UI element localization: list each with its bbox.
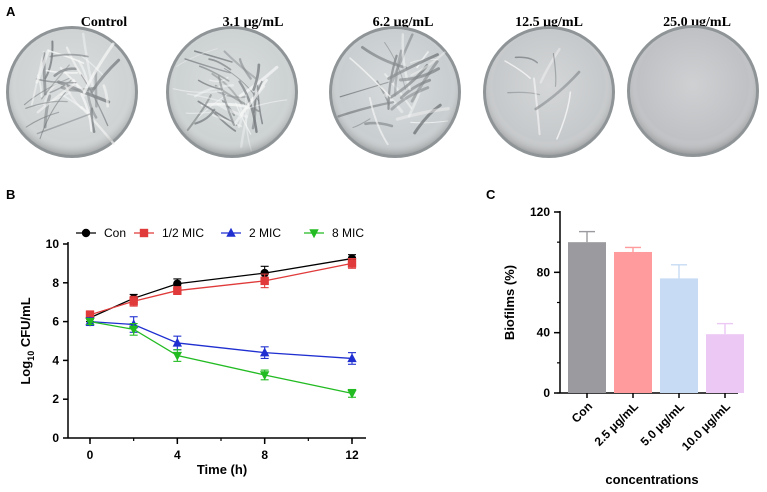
- y-tick-label: 80: [537, 265, 551, 279]
- x-axis-title: concentrations: [605, 472, 698, 487]
- plate-shading: [9, 29, 135, 155]
- series-8-mic: [85, 317, 357, 399]
- data-point: [85, 317, 95, 327]
- data-point: [260, 268, 269, 278]
- series-line: [89, 320, 353, 360]
- category-label: 5.0 μg/mL: [638, 399, 688, 449]
- legend-marker: [309, 229, 319, 239]
- data-point: [128, 325, 139, 335]
- y-tick-label: 0: [543, 386, 550, 400]
- x-tick-label: 12: [345, 448, 359, 462]
- y-tick-label: 4: [52, 353, 59, 367]
- series-con: [85, 254, 357, 323]
- panel-c-letter: C: [486, 187, 496, 202]
- bar-1: [614, 251, 652, 393]
- plate-label-25-0: 25.0 μg/mL: [663, 15, 731, 30]
- panel-a-letter: A: [6, 4, 16, 19]
- y-tick-label: 40: [537, 326, 551, 340]
- plate-label-6-2: 6.2 μg/mL: [372, 15, 434, 30]
- petri-plates: [6, 25, 759, 158]
- series-line: [89, 320, 353, 395]
- category-label: Con: [569, 399, 595, 425]
- series-2-mic: [85, 316, 357, 365]
- data-point: [260, 276, 269, 286]
- category-label: 10.0 μg/mL: [679, 399, 733, 453]
- series-line: [89, 262, 353, 316]
- plate-label-control: Control: [80, 15, 128, 30]
- legend-marker: [139, 228, 149, 238]
- series-1-2-mic: [85, 257, 357, 320]
- petri-plate-0: [6, 26, 138, 158]
- y-tick-label: 8: [52, 276, 59, 290]
- data-point: [172, 337, 183, 347]
- x-tick-label: 4: [174, 448, 181, 462]
- bar-0: [568, 242, 606, 393]
- plate-shading: [169, 29, 295, 155]
- legend-label: 8 MIC: [332, 226, 364, 240]
- petri-plate-1: [166, 26, 298, 158]
- plate-label-12-5: 12.5 μg/mL: [515, 15, 583, 30]
- legend-label: 2 MIC: [249, 226, 281, 240]
- data-point: [85, 310, 95, 320]
- legend-label: 1/2 MIC: [162, 226, 204, 240]
- data-point: [172, 351, 183, 361]
- data-point: [347, 353, 357, 363]
- y-axis-title-main: Log: [18, 361, 33, 385]
- legend-label: Con: [104, 226, 126, 240]
- y-axis-title: Log10 CFU/mL: [18, 297, 36, 384]
- data-point: [173, 279, 182, 288]
- y-tick-label: 10: [46, 237, 60, 251]
- y-axis-title-rest: CFU/mL: [18, 297, 33, 351]
- data-point: [129, 297, 138, 306]
- x-axis-title: Time (h): [197, 462, 247, 477]
- data-point: [173, 286, 182, 295]
- x-tick-label: 8: [261, 448, 268, 462]
- category-label: 2.5 μg/mL: [592, 399, 642, 449]
- bar-3: [706, 334, 744, 393]
- plate-shading: [630, 28, 756, 154]
- plate-shading: [332, 29, 458, 155]
- x-tick-label: 0: [87, 448, 94, 462]
- bar-2: [660, 278, 698, 393]
- data-point: [347, 389, 357, 399]
- data-point: [259, 371, 270, 381]
- petri-plate-2: [329, 26, 461, 158]
- series-line: [89, 257, 353, 319]
- legend: Con 1/2 MIC 2 MIC 8 MIC: [76, 226, 364, 240]
- data-point: [259, 347, 270, 357]
- y-tick-label: 2: [52, 392, 59, 406]
- petri-plate-4: [627, 25, 759, 157]
- petri-plate-3: [483, 26, 615, 158]
- legend-marker: [226, 227, 236, 237]
- y-tick-label: 0: [52, 431, 59, 445]
- plate-shading: [486, 29, 612, 155]
- legend-marker: [81, 228, 91, 238]
- y-tick-label: 120: [530, 205, 550, 219]
- y-tick-label: 6: [52, 315, 59, 329]
- y-axis-title-subscript: 10: [26, 351, 36, 361]
- y-axis-title: Biofilms (%): [502, 265, 517, 340]
- panel-b-letter: B: [6, 187, 16, 202]
- biofilm-bar-chart: 0 40 80 120 Biofilms (%) concentrations Con2.5…: [502, 205, 744, 487]
- data-point: [347, 259, 357, 268]
- plate-label-3-1: 3.1 μg/mL: [222, 15, 284, 30]
